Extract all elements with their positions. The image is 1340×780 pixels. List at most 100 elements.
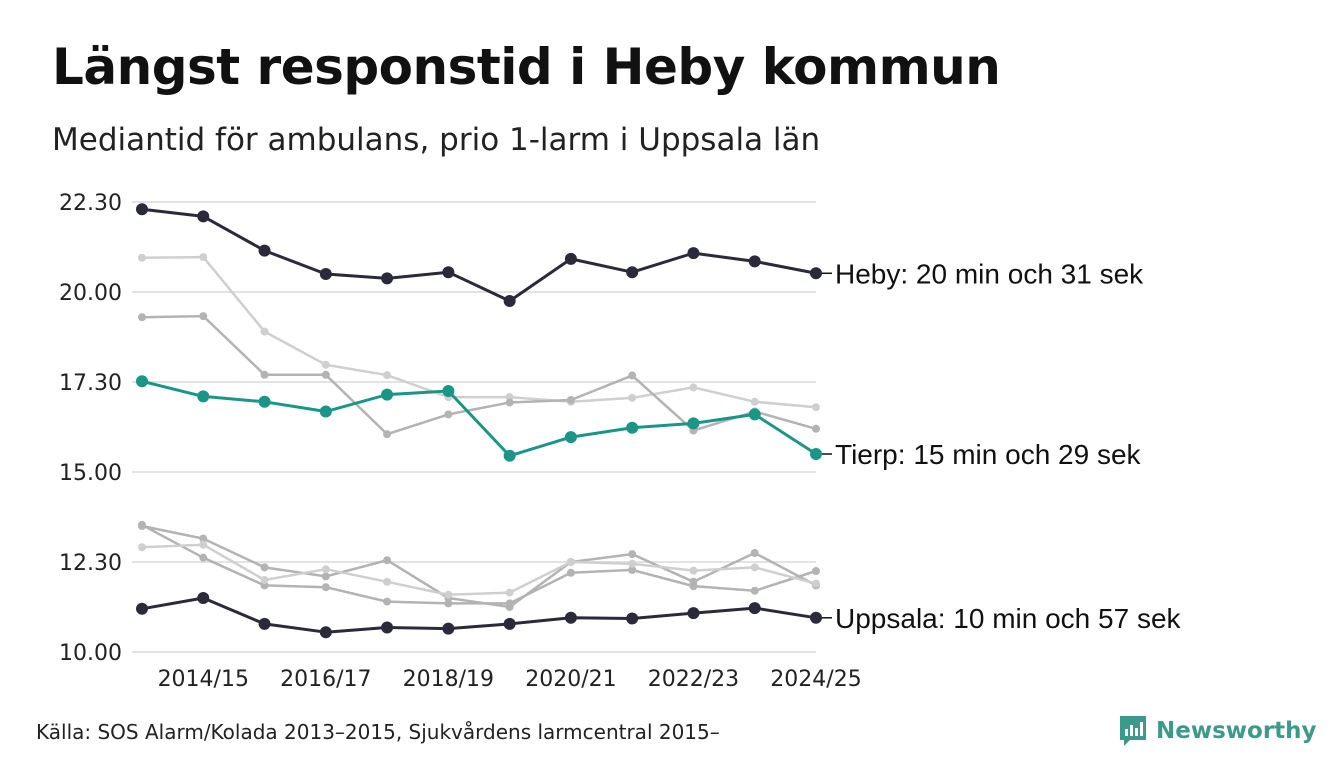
data-point[interactable] — [321, 572, 330, 581]
data-point[interactable] — [566, 396, 575, 404]
data-point[interactable] — [564, 611, 577, 624]
data-point[interactable] — [503, 449, 516, 462]
data-point[interactable] — [197, 390, 210, 403]
data-point[interactable] — [442, 385, 455, 397]
data-point[interactable] — [321, 370, 330, 379]
data-point[interactable] — [260, 576, 269, 584]
data-point[interactable] — [321, 360, 330, 369]
newsworthy-logo[interactable]: Newsworthy — [1118, 714, 1317, 748]
data-point[interactable] — [319, 626, 332, 639]
data-point[interactable] — [138, 543, 146, 552]
series-tierp — [136, 375, 822, 462]
data-point[interactable] — [628, 393, 637, 402]
data-point[interactable] — [626, 612, 639, 625]
data-point[interactable] — [138, 253, 146, 262]
data-point[interactable] — [199, 534, 208, 543]
data-point[interactable] — [566, 558, 575, 566]
data-point[interactable] — [689, 582, 698, 591]
data-point[interactable] — [199, 553, 208, 562]
data-point[interactable] — [444, 599, 453, 608]
data-point[interactable] — [136, 602, 148, 615]
data-point[interactable] — [197, 592, 210, 604]
y-tick-label: 17.30 — [59, 371, 122, 396]
data-point[interactable] — [626, 421, 639, 434]
data-point[interactable] — [442, 622, 455, 635]
data-point[interactable] — [383, 430, 392, 439]
series-end-label: Uppsala: 10 min och 57 sek — [835, 603, 1182, 634]
data-point[interactable] — [258, 244, 271, 257]
data-point[interactable] — [748, 602, 761, 615]
chart-title: Längst responstid i Heby kommun — [52, 38, 1001, 96]
data-point[interactable] — [136, 203, 148, 216]
data-point[interactable] — [748, 408, 761, 421]
data-point[interactable] — [687, 607, 700, 620]
data-point[interactable] — [626, 266, 639, 279]
data-point[interactable] — [812, 424, 820, 433]
data-point[interactable] — [750, 549, 759, 557]
data-point[interactable] — [750, 397, 759, 406]
data-point[interactable] — [138, 313, 146, 322]
data-point[interactable] — [812, 579, 820, 588]
source-note: Källa: SOS Alarm/Kolada 2013–2015, Sjukv… — [36, 720, 720, 744]
data-point[interactable] — [687, 417, 700, 430]
data-point[interactable] — [260, 327, 269, 336]
data-point[interactable] — [260, 370, 269, 379]
data-point[interactable] — [383, 577, 392, 586]
data-point[interactable] — [628, 371, 637, 380]
data-point[interactable] — [812, 567, 820, 575]
data-point[interactable] — [505, 588, 514, 597]
y-tick-label: 12.30 — [59, 551, 122, 576]
data-point[interactable] — [748, 255, 761, 268]
data-point[interactable] — [687, 247, 700, 260]
data-point[interactable] — [505, 599, 514, 608]
x-axis-ticks: 2014/15 2016/17 2018/19 2020/21 2022/23 2024/… — [158, 667, 862, 692]
data-point[interactable] — [319, 268, 332, 280]
data-point[interactable] — [444, 410, 453, 419]
data-point[interactable] — [812, 403, 820, 412]
data-point[interactable] — [566, 568, 575, 577]
series-heby — [136, 203, 822, 307]
data-point[interactable] — [564, 431, 577, 444]
y-tick-label: 20.00 — [59, 281, 122, 306]
data-point[interactable] — [628, 565, 637, 574]
data-point[interactable] — [564, 252, 577, 265]
data-point[interactable] — [197, 210, 210, 223]
data-point[interactable] — [505, 398, 514, 407]
data-point[interactable] — [628, 550, 637, 559]
data-point[interactable] — [628, 559, 637, 568]
data-point[interactable] — [381, 272, 394, 285]
data-point[interactable] — [321, 565, 330, 574]
data-point[interactable] — [810, 448, 822, 460]
data-point[interactable] — [381, 621, 394, 634]
data-point[interactable] — [260, 563, 269, 572]
data-point[interactable] — [689, 566, 698, 575]
data-point[interactable] — [381, 388, 394, 401]
series-line — [141, 596, 817, 634]
data-point[interactable] — [136, 375, 148, 388]
series-line — [141, 207, 817, 303]
data-point[interactable] — [750, 586, 759, 595]
chart-subtitle: Mediantid för ambulans, prio 1-larm i Up… — [52, 122, 821, 158]
data-point[interactable] — [319, 405, 332, 418]
x-tick-label: 2024/25 — [770, 667, 861, 692]
data-point[interactable] — [321, 583, 330, 592]
data-point[interactable] — [258, 395, 271, 408]
data-point[interactable] — [442, 266, 455, 279]
data-point[interactable] — [503, 617, 516, 630]
data-point[interactable] — [810, 267, 822, 280]
data-point[interactable] — [444, 590, 453, 599]
data-point[interactable] — [383, 371, 392, 380]
data-point[interactable] — [258, 617, 271, 630]
y-axis-ticks: 10.00 12.30 15.00 17.30 20.00 22.30 — [59, 191, 122, 666]
data-point[interactable] — [503, 295, 516, 307]
data-point[interactable] — [199, 540, 208, 549]
data-point[interactable] — [199, 312, 208, 321]
data-point[interactable] — [199, 253, 208, 262]
data-point[interactable] — [383, 556, 392, 565]
data-point[interactable] — [138, 520, 146, 529]
data-point[interactable] — [383, 597, 392, 606]
data-point[interactable] — [810, 611, 822, 624]
data-point[interactable] — [750, 563, 759, 572]
data-point[interactable] — [689, 383, 698, 392]
